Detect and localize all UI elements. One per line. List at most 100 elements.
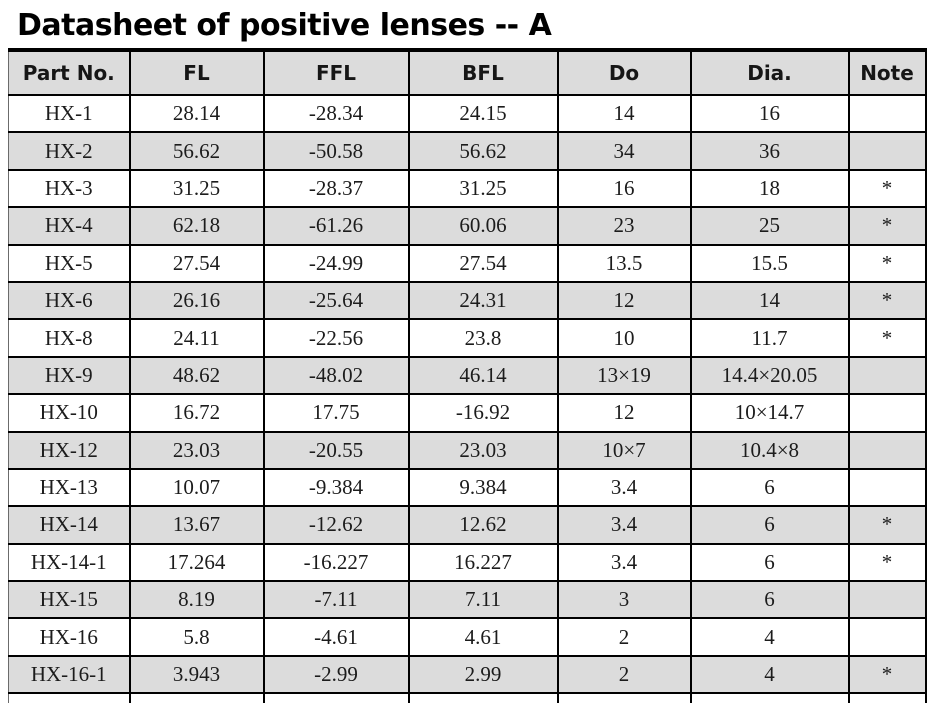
column-header-dia: Dia. [689,49,850,96]
cell-bfl: 27.54 [407,243,559,283]
cell-bfl: 16.227 [407,542,559,583]
column-header-fl: FL [128,49,265,96]
cell-do [556,692,692,703]
cell-dia: 4 [689,617,850,657]
cell-do: 16 [556,168,692,209]
table-row: HX-1 28.14 -28.34 24.15 14 16 [8,93,927,134]
cell-dia: 6 [689,580,850,620]
cell-do: 34 [556,131,692,171]
cell-dia: 36 [689,131,850,171]
cell-bfl: 31.25 [407,168,559,209]
cell-dia: 18 [689,168,850,209]
column-header-note: Note [847,49,927,96]
table-row: HX-6 26.16 -25.64 24.31 12 14 * [8,280,927,321]
cell-dia: 15.5 [689,243,850,283]
column-header-ffl: FFL [262,49,410,96]
cell-fl: 5.8 [128,617,265,657]
cell-note [847,580,927,620]
cell-dia: 6 [689,542,850,583]
table-row: HX-8 24.11 -22.56 23.8 10 11.7 * [8,318,927,358]
cell-ffl: -24.99 [262,243,410,283]
cell-ffl: -28.34 [262,93,410,134]
table-row: HX-10 16.72 17.75 -16.92 12 10×14.7 [8,393,927,433]
cell-do: 14 [556,93,692,134]
cell-fl: 48.62 [128,355,265,396]
table-row: HX-13 10.07 -9.384 9.384 3.4 6 [8,467,927,508]
cell-note: * [847,206,927,246]
cell-note [847,355,927,396]
table-body: HX-1 28.14 -28.34 24.15 14 16 HX-2 56.62 -50.58 5… [8,93,927,703]
cell-note: * [847,168,927,209]
column-header-bfl: BFL [407,49,559,96]
cell-dia: 25 [689,206,850,246]
cell-part-no: HX-2 [8,131,131,171]
cell-fl [128,692,265,703]
cell-fl: 26.16 [128,280,265,321]
cell-part-no: HX-8 [8,318,131,358]
cell-part-no: HX-9 [8,355,131,396]
table-row: HX-15 8.19 -7.11 7.11 3 6 [8,580,927,620]
cell-part-no: HX-13 [8,467,131,508]
cell-fl: 27.54 [128,243,265,283]
cell-fl: 13.67 [128,505,265,545]
table-row: HX-14 13.67 -12.62 12.62 3.4 6 * [8,505,927,545]
cell-bfl: 23.8 [407,318,559,358]
cell-fl: 8.19 [128,580,265,620]
cell-dia: 10×14.7 [689,393,850,433]
column-header-part-no: Part No. [8,49,131,96]
cell-part-no: HX-16-1 [8,654,131,695]
cell-do: 2 [556,617,692,657]
cell-ffl: -28.37 [262,168,410,209]
cell-bfl: 4.61 [407,617,559,657]
cell-dia: 11.7 [689,318,850,358]
cell-note [847,467,927,508]
cell-ffl: -2.99 [262,654,410,695]
table-row: HX-4 62.18 -61.26 60.06 23 25 * [8,206,927,246]
table-row: HX-5 27.54 -24.99 27.54 13.5 15.5 * [8,243,927,283]
cell-do: 12 [556,393,692,433]
cell-note [847,692,927,703]
cell-bfl: 7.11 [407,580,559,620]
cell-note [847,131,927,171]
cell-ffl: -20.55 [262,430,410,470]
cell-part-no: HX-14 [8,505,131,545]
cell-dia: 14 [689,280,850,321]
cell-bfl: 23.03 [407,430,559,470]
cell-do: 2 [556,654,692,695]
cell-bfl: 46.14 [407,355,559,396]
cell-note: * [847,654,927,695]
cell-ffl: -50.58 [262,131,410,171]
cell-ffl: -61.26 [262,206,410,246]
column-header-do: Do [556,49,692,96]
cell-bfl: 24.31 [407,280,559,321]
cell-note [847,93,927,134]
cell-bfl: 12.62 [407,505,559,545]
cell-bfl: 9.384 [407,467,559,508]
table-row: HX-16 5.8 -4.61 4.61 2 4 [8,617,927,657]
cell-note: * [847,318,927,358]
cell-bfl: 24.15 [407,93,559,134]
cell-do: 23 [556,206,692,246]
table-row: HX-16-1 3.943 -2.99 2.99 2 4 * [8,654,927,695]
cell-do: 13×19 [556,355,692,396]
cell-do: 10 [556,318,692,358]
cell-do: 3 [556,580,692,620]
table-row: HX-14-1 17.264 -16.227 16.227 3.4 6 * [8,542,927,583]
lens-datasheet-table: Part No. FL FFL BFL Do Dia. Note HX-1 28.14 -28.… [8,48,927,703]
cell-do: 3.4 [556,505,692,545]
cell-dia: 4 [689,654,850,695]
cell-part-no: HX-10 [8,393,131,433]
cell-fl: 10.07 [128,467,265,508]
cell-bfl: -16.92 [407,393,559,433]
cell-part-no: HX-16 [8,617,131,657]
table-row: HX-3 31.25 -28.37 31.25 16 18 * [8,168,927,209]
cell-dia: 10.4×8 [689,430,850,470]
cell-bfl: 2.99 [407,654,559,695]
cell-fl: 17.264 [128,542,265,583]
cell-do: 3.4 [556,542,692,583]
cell-bfl: 56.62 [407,131,559,171]
cell-fl: 23.03 [128,430,265,470]
cell-dia: 16 [689,93,850,134]
cell-ffl: -22.56 [262,318,410,358]
